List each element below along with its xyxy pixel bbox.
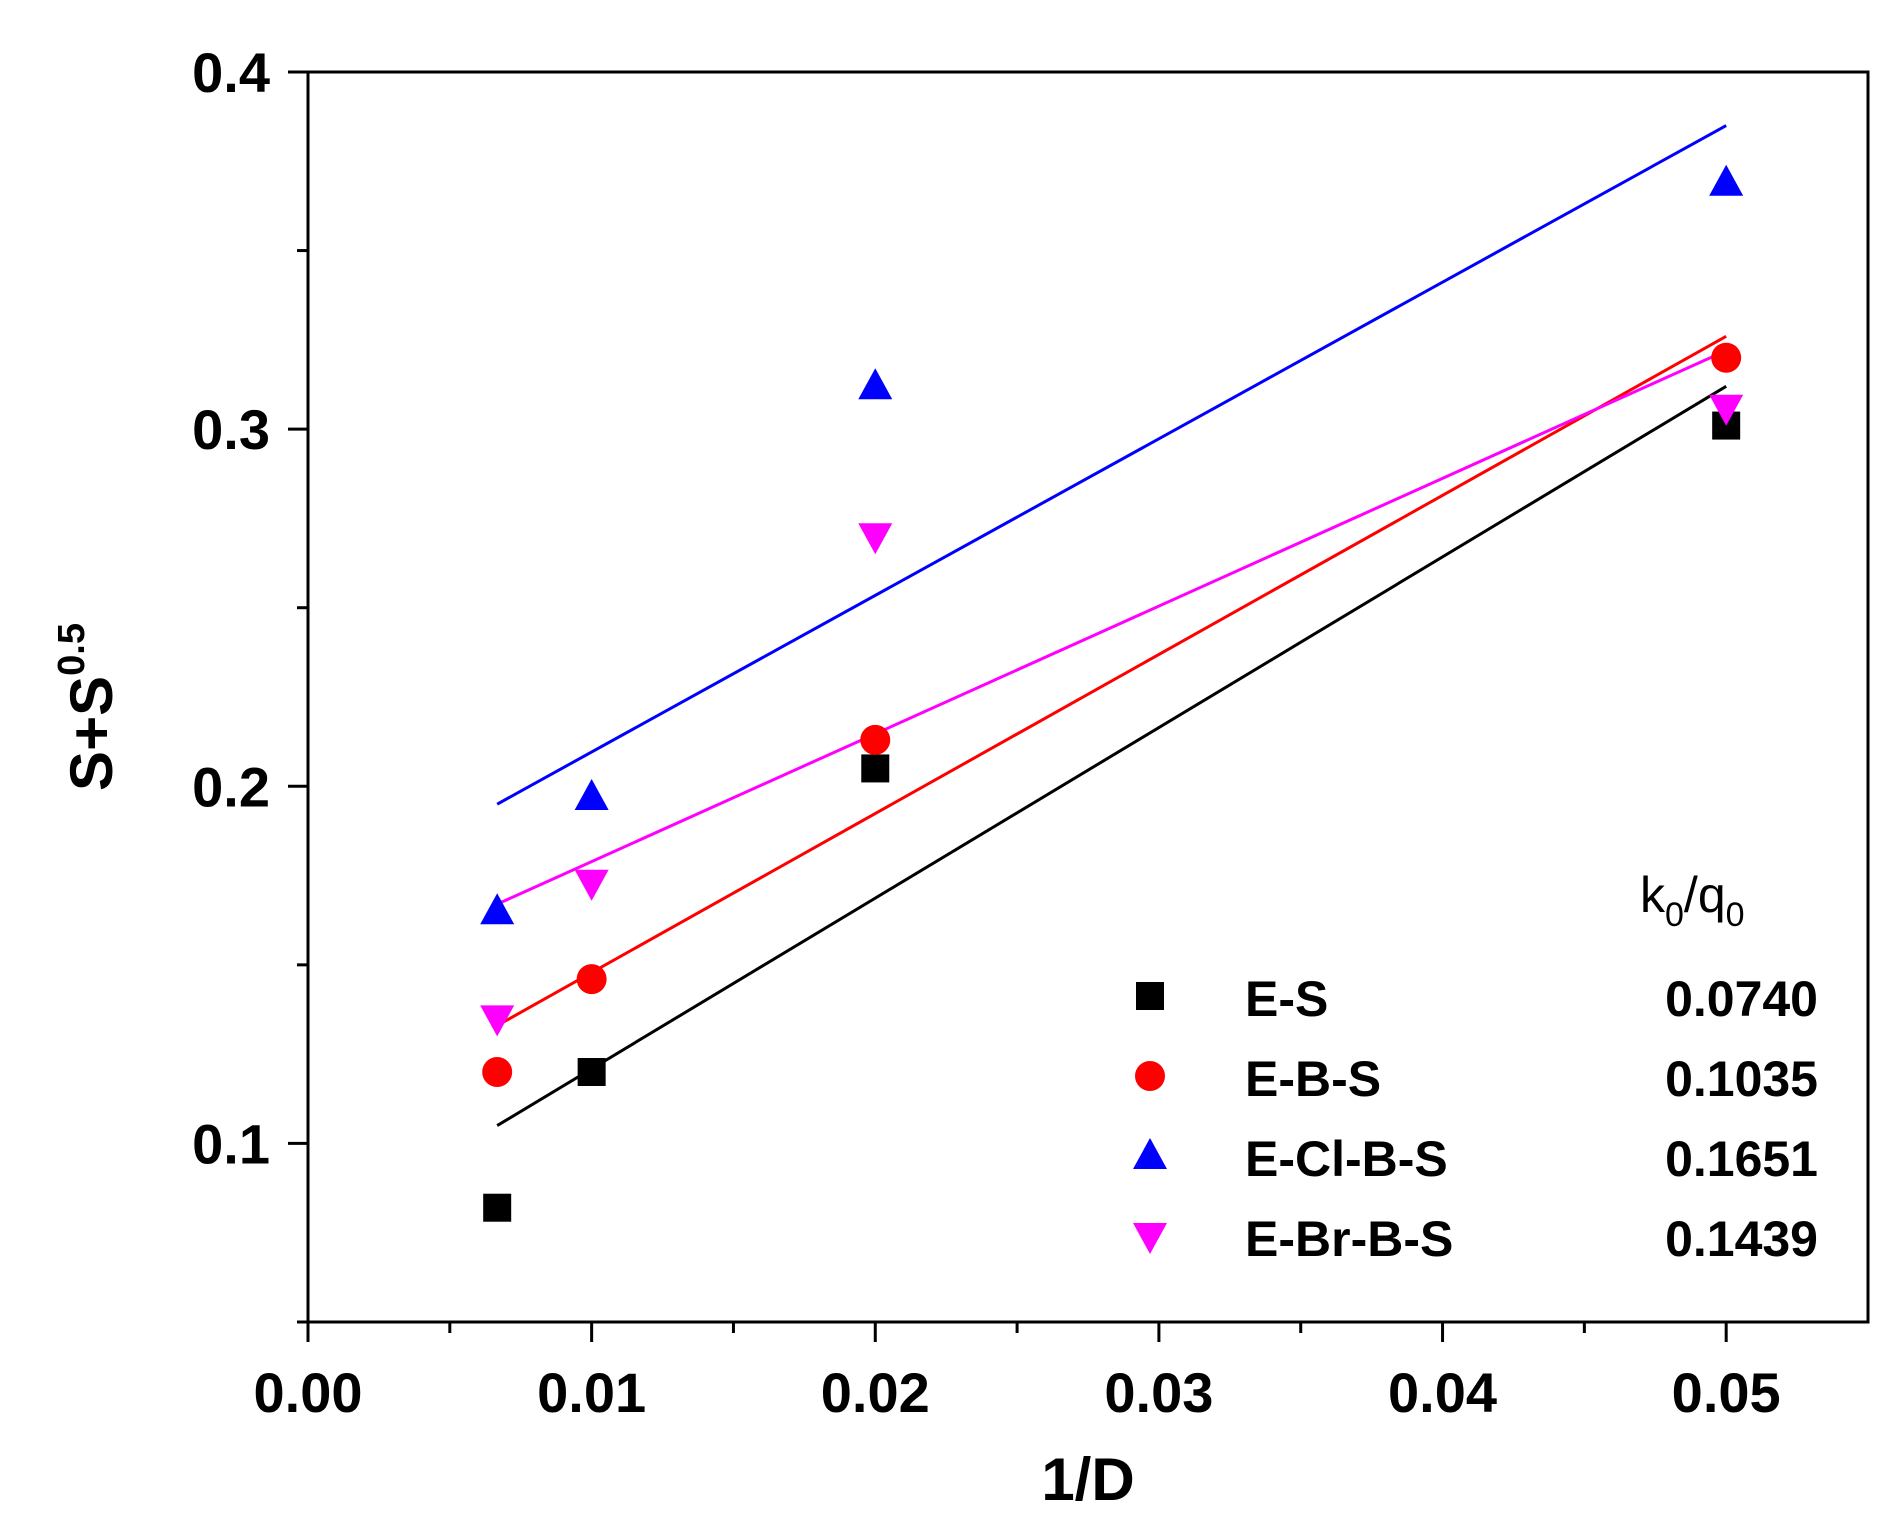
y-tick-label: 0.2	[192, 755, 270, 818]
y-axis-title: S+S0.5	[51, 623, 125, 791]
data-point-e-cl-b-s	[574, 779, 609, 810]
x-tick-label: 0.02	[821, 1361, 930, 1424]
x-tick-label: 0.01	[537, 1361, 646, 1424]
legend-marker-e-br-b-s	[1133, 1223, 1167, 1254]
legend-value-e-cl-b-s: 0.1651	[1665, 1131, 1818, 1187]
legend-marker-e-cl-b-s	[1133, 1138, 1167, 1169]
legend-value-e-b-s: 0.1035	[1665, 1051, 1818, 1107]
data-point-e-b-s	[576, 964, 607, 995]
legend-header-subscript-1: 0	[1665, 896, 1684, 934]
legend-label-e-b-s: E-B-S	[1245, 1051, 1381, 1107]
legend-header: k0/q0	[1640, 867, 1745, 934]
fit-line-e-b-s	[496, 334, 1727, 1027]
y-axis-title-base: S+S	[58, 676, 125, 791]
fit-line-e-s	[496, 385, 1727, 1127]
x-tick-label: 0.00	[254, 1361, 363, 1424]
legend-header-subscript-2: 0	[1726, 896, 1745, 934]
legend-label-e-s: E-S	[1245, 971, 1328, 1027]
legend-header-q: /q	[1684, 867, 1726, 923]
y-tick-label: 0.4	[192, 41, 270, 104]
fit-lines	[496, 124, 1727, 1127]
data-point-e-br-b-s	[1709, 394, 1744, 426]
legend-label-e-cl-b-s: E-Cl-B-S	[1245, 1131, 1448, 1187]
data-point-e-s	[861, 754, 890, 783]
data-point-e-br-b-s	[858, 523, 893, 555]
plot-frame	[306, 70, 1870, 1324]
x-tick-label: 0.04	[1388, 1361, 1497, 1424]
legend-header-k: k	[1640, 867, 1666, 923]
legend-marker-e-s	[1136, 982, 1164, 1010]
legend-label-e-br-b-s: E-Br-B-S	[1245, 1211, 1453, 1267]
y-tick-label: 0.1	[192, 1112, 270, 1175]
fit-line-e-br-b-s	[496, 349, 1727, 906]
data-markers	[480, 164, 1744, 1222]
data-point-e-br-b-s	[480, 1005, 515, 1037]
data-point-e-b-s	[860, 724, 891, 755]
y-axis-title-superscript: 0.5	[51, 623, 93, 676]
legend-marker-e-b-s	[1135, 1061, 1165, 1091]
data-point-e-s	[483, 1193, 512, 1222]
data-point-e-cl-b-s	[480, 893, 515, 925]
x-axis-title: 1/D	[1041, 1446, 1134, 1513]
legend-value-e-s: 0.0740	[1665, 971, 1818, 1027]
fit-line-e-cl-b-s	[496, 124, 1727, 806]
data-point-e-cl-b-s	[1709, 164, 1744, 196]
data-point-e-cl-b-s	[858, 368, 893, 400]
data-point-e-br-b-s	[574, 869, 609, 901]
axis-ticks: 0.00 0.01 0.02 0.03 0.04 0.05 0.1 0.2 0.3 0.4	[192, 41, 1781, 1424]
data-point-e-b-s	[1711, 342, 1742, 373]
y-tick-label: 0.3	[192, 398, 270, 461]
legend-value-e-br-b-s: 0.1439	[1665, 1211, 1818, 1267]
data-point-e-b-s	[482, 1057, 513, 1087]
x-tick-label: 0.03	[1104, 1361, 1213, 1424]
data-point-e-s	[577, 1058, 606, 1086]
x-tick-label: 0.05	[1672, 1361, 1781, 1424]
